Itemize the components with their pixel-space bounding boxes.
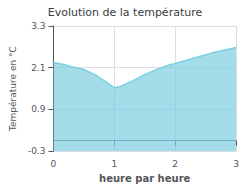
svg-text:Température en °C: Température en °C	[8, 46, 18, 132]
svg-text:2: 2	[172, 159, 178, 169]
svg-text:heure par heure: heure par heure	[99, 173, 190, 184]
svg-text:Evolution de la température: Evolution de la température	[48, 6, 203, 19]
svg-text:-0.3: -0.3	[28, 146, 46, 156]
svg-text:2.1: 2.1	[31, 63, 45, 73]
svg-text:0.9: 0.9	[31, 104, 46, 114]
svg-text:3: 3	[233, 159, 239, 169]
svg-text:3.3: 3.3	[31, 21, 45, 31]
svg-text:0: 0	[51, 159, 57, 169]
svg-text:1: 1	[111, 159, 117, 169]
